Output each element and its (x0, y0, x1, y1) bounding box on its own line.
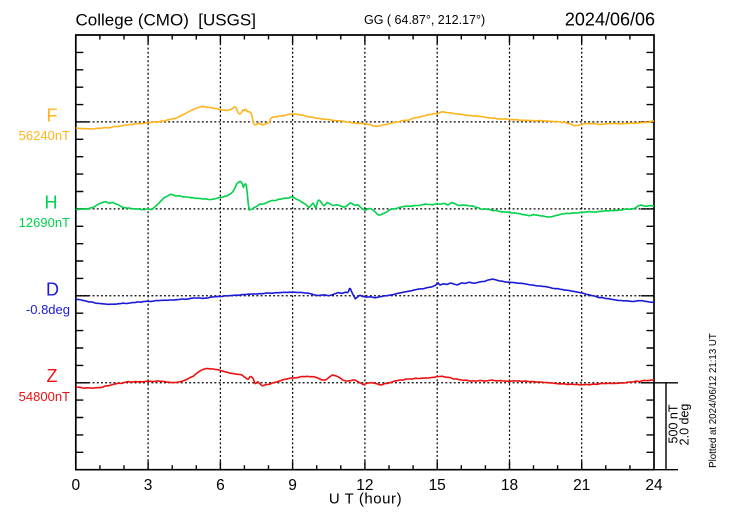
svg-text:H: H (45, 192, 58, 212)
svg-text:6: 6 (216, 477, 225, 494)
svg-text:21: 21 (573, 477, 590, 494)
svg-text:College (CMO) [USGS]: College (CMO) [USGS] (76, 11, 256, 30)
svg-text:15: 15 (429, 477, 446, 494)
svg-text:0: 0 (71, 477, 80, 494)
svg-text:500 nT: 500 nT (667, 404, 681, 443)
svg-text:24: 24 (645, 477, 663, 494)
svg-text:D: D (46, 279, 59, 299)
svg-text:U T (hour): U T (hour) (329, 491, 402, 508)
svg-text:12690nT: 12690nT (19, 215, 70, 230)
svg-text:GG ( 64.87°, 212.17°): GG ( 64.87°, 212.17°) (364, 13, 485, 27)
svg-text:-0.8deg: -0.8deg (26, 302, 70, 317)
svg-text:F: F (47, 105, 58, 125)
svg-text:Z: Z (47, 366, 58, 386)
svg-text:9: 9 (288, 477, 297, 494)
svg-text:18: 18 (501, 477, 518, 494)
svg-text:56240nT: 56240nT (19, 128, 70, 143)
svg-text:2024/06/06: 2024/06/06 (565, 10, 655, 30)
svg-text:2.0 deg: 2.0 deg (678, 404, 692, 446)
svg-text:54800nT: 54800nT (19, 389, 70, 404)
svg-text:3: 3 (144, 477, 153, 494)
svg-text:12: 12 (356, 477, 373, 494)
svg-text:Plotted at 2024/06/12 21:13 UT: Plotted at 2024/06/12 21:13 UT (708, 333, 719, 468)
